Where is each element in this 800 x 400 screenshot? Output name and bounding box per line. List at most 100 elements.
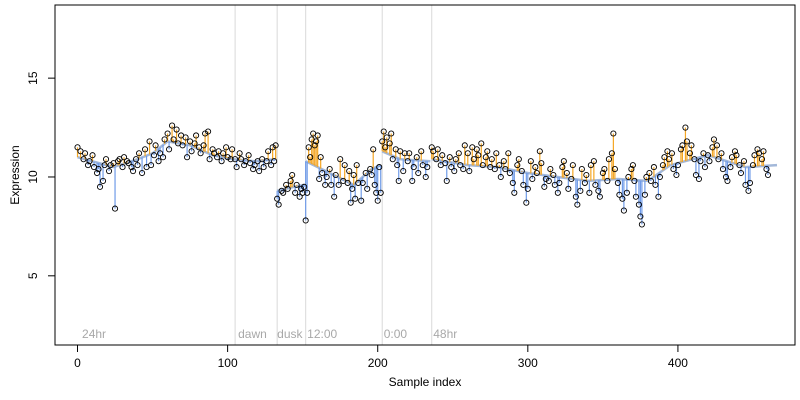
- data-point: [659, 162, 666, 169]
- data-point: [218, 158, 225, 165]
- data-point: [754, 146, 761, 153]
- data-points: [74, 122, 772, 228]
- data-point: [683, 138, 690, 145]
- data-point: [746, 179, 754, 186]
- data-point: [394, 162, 401, 169]
- data-point: [448, 164, 455, 171]
- data-point: [260, 164, 267, 171]
- data-point: [133, 156, 140, 163]
- data-point: [745, 187, 752, 194]
- data-point: [355, 179, 362, 186]
- data-point: [283, 181, 290, 188]
- data-point: [686, 150, 693, 157]
- segment-label: dusk: [277, 327, 303, 341]
- data-point: [319, 169, 326, 177]
- data-point: [583, 171, 590, 179]
- data-point: [331, 193, 338, 200]
- data-point: [206, 156, 213, 163]
- fit-line: [381, 150, 431, 163]
- data-point: [229, 146, 236, 153]
- data-point: [533, 169, 540, 177]
- data-point: [724, 177, 731, 184]
- data-point: [542, 175, 549, 183]
- data-point: [316, 175, 323, 183]
- data-point: [395, 177, 402, 184]
- plot-frame: [54, 4, 796, 346]
- data-point: [347, 199, 354, 206]
- data-point: [763, 166, 770, 173]
- data-point: [572, 193, 579, 200]
- data-point: [292, 189, 299, 196]
- data-point: [470, 156, 477, 163]
- data-point: [193, 132, 200, 139]
- data-point: [105, 167, 113, 175]
- data-point: [625, 173, 632, 181]
- data-point: [128, 164, 135, 171]
- data-point: [524, 185, 531, 192]
- data-point: [670, 166, 677, 173]
- data-point: [608, 150, 615, 157]
- data-point: [341, 162, 348, 169]
- data-point: [509, 179, 516, 186]
- data-point: [169, 122, 176, 129]
- data-point: [473, 146, 480, 153]
- data-point: [422, 173, 429, 181]
- data-point: [488, 156, 495, 163]
- data-point: [409, 177, 416, 184]
- data-point: [415, 169, 422, 177]
- data-point: [523, 199, 530, 206]
- data-point: [148, 162, 155, 169]
- data-point: [245, 152, 252, 159]
- data-point: [460, 166, 467, 173]
- x-axis: 0 100 200 300 400: [74, 344, 688, 370]
- data-point: [452, 156, 459, 163]
- data-point: [304, 189, 311, 196]
- data-point: [101, 162, 108, 169]
- data-point: [556, 179, 563, 186]
- data-point: [274, 195, 281, 202]
- data-point: [482, 154, 489, 161]
- data-point: [605, 156, 612, 163]
- data-point: [410, 164, 417, 171]
- data-point: [130, 167, 137, 175]
- data-point: [595, 187, 602, 194]
- data-point: [647, 177, 654, 184]
- data-point: [631, 177, 638, 184]
- data-point: [581, 179, 588, 186]
- residual-stems: [76, 125, 769, 225]
- data-point: [505, 150, 512, 157]
- data-point: [268, 162, 275, 169]
- x-axis-label: Sample index: [389, 375, 462, 389]
- data-point: [674, 162, 681, 169]
- y-tick-label: 10: [26, 170, 40, 184]
- data-point: [484, 148, 491, 155]
- data-point: [736, 162, 743, 169]
- data-point: [197, 150, 204, 157]
- data-point: [374, 197, 381, 204]
- data-point: [577, 187, 584, 194]
- data-point: [677, 146, 684, 153]
- data-point: [599, 169, 606, 177]
- data-point: [371, 181, 378, 188]
- data-point: [527, 158, 534, 165]
- data-point: [250, 166, 257, 173]
- data-point: [616, 191, 623, 198]
- data-point: [590, 158, 597, 165]
- data-point: [275, 201, 282, 208]
- segment-label: 48hr: [433, 327, 457, 341]
- data-point: [637, 213, 644, 220]
- data-point: [332, 171, 339, 179]
- data-point: [400, 167, 407, 175]
- data-point: [713, 142, 720, 149]
- data-point: [89, 152, 96, 159]
- data-point: [563, 169, 570, 177]
- data-point: [119, 164, 126, 171]
- data-point: [302, 217, 309, 224]
- data-point: [383, 134, 390, 141]
- data-point: [95, 166, 102, 173]
- data-point: [733, 152, 740, 159]
- data-point: [96, 183, 104, 190]
- data-point: [214, 154, 221, 161]
- data-point: [719, 166, 727, 173]
- data-point: [731, 148, 739, 155]
